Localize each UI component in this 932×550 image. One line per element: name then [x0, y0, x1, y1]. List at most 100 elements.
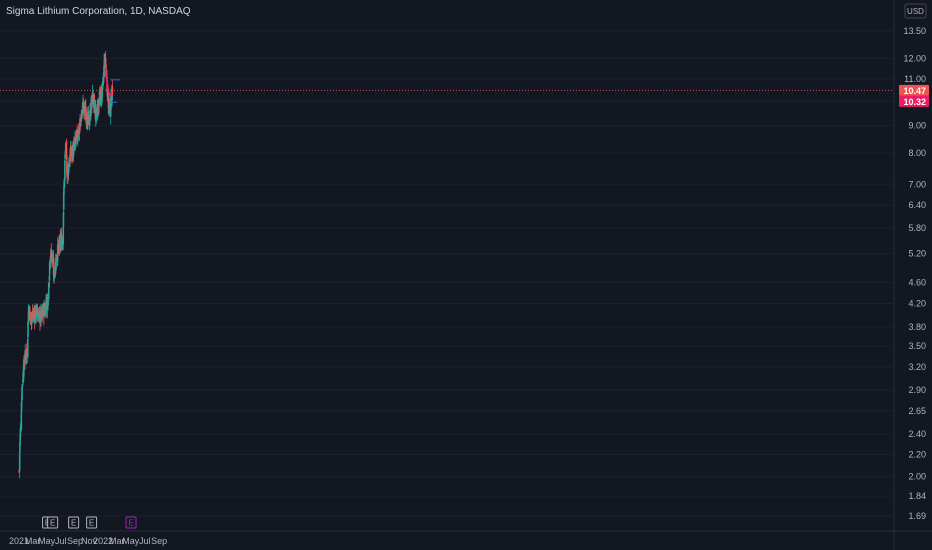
price-tick-label: 5.80 [908, 223, 926, 233]
time-tick-label: May [122, 536, 140, 546]
price-tick-label: 1.69 [908, 511, 926, 521]
candle-body [55, 257, 57, 270]
candle-body [92, 93, 95, 106]
candle-body [53, 272, 56, 277]
price-tick-label: 8.00 [908, 148, 926, 158]
ema-layer [104, 68, 113, 97]
price-tick-label: 1.84 [908, 491, 926, 501]
candle-body [85, 122, 88, 124]
price-tick-label: 5.20 [908, 249, 926, 259]
price-tick-label: 2.90 [908, 385, 926, 395]
candle-body [63, 181, 65, 187]
candle-body [23, 359, 25, 378]
candle-body [80, 124, 82, 125]
price-axis[interactable]: 13.5012.0011.0010.009.008.007.006.405.80… [903, 26, 926, 521]
candle-body [78, 127, 81, 133]
candle-body [97, 101, 99, 113]
candle [56, 237, 59, 267]
candle [78, 125, 81, 142]
candle [21, 383, 24, 396]
candles-layer [18, 50, 114, 479]
earnings-marker-label: E [50, 519, 55, 528]
candle-body [95, 113, 98, 117]
price-tick-label: 3.20 [908, 362, 926, 372]
candle-body [20, 412, 23, 431]
candle-body [81, 110, 83, 113]
earnings-marker-1: E [47, 516, 59, 529]
candle [47, 296, 49, 311]
candle-body [35, 305, 38, 307]
time-tick-label: 2022 [93, 536, 113, 546]
earnings-marker-box [47, 516, 59, 529]
candle [29, 306, 31, 313]
price-tick-label: 2.20 [908, 449, 926, 459]
price-tag-label: 10.32 [903, 97, 926, 107]
price-tick-label: 4.20 [908, 299, 926, 309]
time-tick-label: 2021 [9, 536, 29, 546]
currency-label: USD [907, 7, 924, 16]
candle-body [27, 322, 29, 338]
candle-body [48, 262, 51, 275]
candle [31, 315, 33, 326]
candle-body [106, 86, 109, 97]
earnings-marker-3: E [86, 516, 98, 529]
earnings-marker-box [68, 516, 80, 529]
price-tick-label: 6.40 [908, 200, 926, 210]
candle-body [62, 193, 65, 210]
earnings-marker-2: E [68, 516, 80, 529]
candle [39, 305, 41, 331]
candle-body [47, 282, 50, 299]
price-tick-label: 4.60 [908, 277, 926, 287]
price-tick-label: 3.50 [908, 341, 926, 351]
candle [80, 122, 82, 128]
candle-body [29, 309, 31, 312]
candle [79, 122, 82, 131]
candle [73, 136, 75, 149]
price-tick-label: 12.00 [903, 53, 926, 63]
candle-body [47, 300, 49, 307]
time-tick-label: Sep [151, 536, 167, 546]
candle-body [26, 338, 29, 358]
candle-body [36, 307, 39, 313]
time-tick-label: Nov [81, 536, 98, 546]
time-tick-label: May [38, 536, 56, 546]
candle-body [39, 310, 41, 323]
candle-body [65, 140, 68, 154]
candle-body [19, 429, 22, 431]
price-tag-bg [899, 95, 929, 107]
candle-body [31, 316, 33, 319]
candle-body [80, 117, 83, 123]
price-tick-label: 2.65 [908, 406, 926, 416]
levels-layer [110, 79, 120, 103]
candle [69, 144, 72, 162]
price-tag: 10.32 [899, 95, 929, 107]
price-tick-label: 3.80 [908, 322, 926, 332]
time-tick-label: Mar [109, 536, 125, 546]
earnings-marker-box [86, 516, 98, 529]
earnings-markers: EEEEE [42, 516, 137, 529]
candle-body [108, 106, 111, 111]
earnings-marker-label: E [128, 519, 133, 528]
candle [55, 257, 57, 272]
candle [62, 211, 65, 232]
earnings-marker-box [125, 516, 137, 529]
price-tick-label: 9.00 [908, 121, 926, 131]
candle-body [75, 135, 77, 141]
candle-body [58, 241, 60, 245]
candle-body [21, 384, 24, 389]
candle-body [50, 249, 53, 259]
candle-body [76, 129, 78, 140]
currency-button[interactable]: USD [904, 3, 927, 19]
time-tick-label: Jul [139, 536, 151, 546]
price-tick-label: 2.40 [908, 429, 926, 439]
candle-body [64, 160, 66, 182]
candle-body [98, 92, 101, 99]
candle-body [18, 452, 21, 472]
ema-line [104, 68, 113, 97]
candle-body [105, 64, 107, 70]
price-tick-label: 2.00 [908, 472, 926, 482]
